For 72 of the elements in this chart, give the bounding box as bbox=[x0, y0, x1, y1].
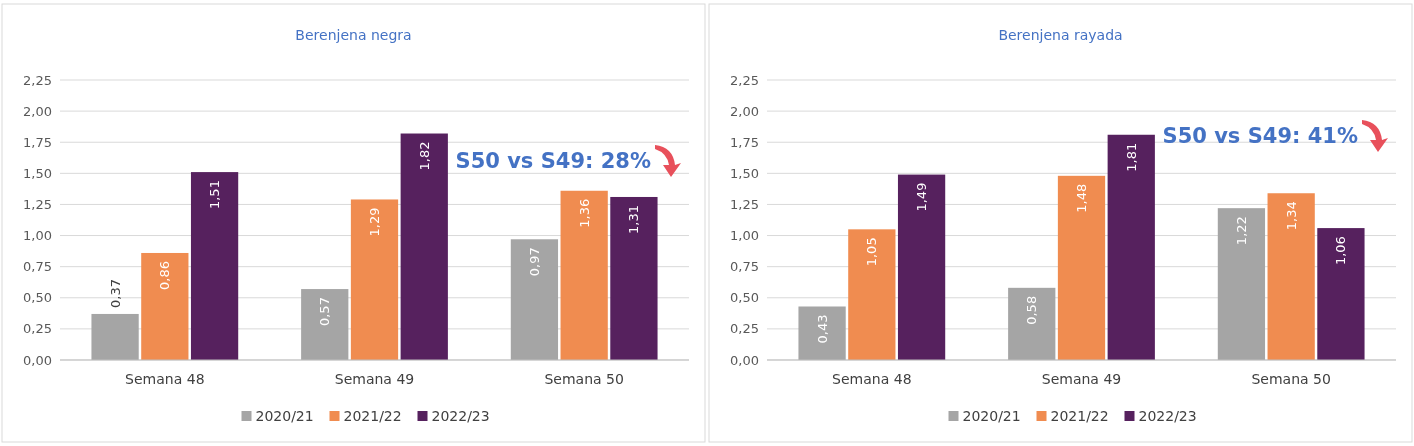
bar bbox=[400, 133, 448, 360]
data-label: 0,37 bbox=[107, 279, 123, 308]
legend-label: 2020/21 bbox=[962, 407, 1021, 424]
bar bbox=[1217, 208, 1266, 360]
chart-title: Berenjena rayada bbox=[998, 27, 1123, 43]
data-label: 1,82 bbox=[416, 141, 432, 171]
y-tick-label: 0,25 bbox=[23, 321, 52, 337]
bar bbox=[610, 196, 658, 360]
bar bbox=[350, 199, 399, 360]
bar bbox=[560, 190, 608, 360]
y-tick-label: 1,00 bbox=[23, 228, 52, 244]
legend-label: 2020/21 bbox=[255, 407, 314, 424]
legend-label: 2021/22 bbox=[343, 407, 402, 424]
y-tick-label: 1,50 bbox=[730, 165, 759, 181]
y-tick-label: 2,25 bbox=[730, 72, 759, 88]
y-tick-label: 0,25 bbox=[730, 321, 759, 337]
data-label: 1,05 bbox=[864, 237, 880, 267]
x-tick-label: Semana 50 bbox=[1251, 371, 1331, 387]
annotation: S50 vs S49: 28% bbox=[455, 149, 651, 174]
y-tick-label: 0,50 bbox=[730, 290, 759, 306]
y-tick-label: 1,25 bbox=[730, 196, 759, 212]
y-tick-label: 2,00 bbox=[23, 103, 52, 119]
bar bbox=[1317, 228, 1365, 360]
bar bbox=[848, 229, 896, 360]
y-tick-label: 1,00 bbox=[730, 228, 759, 244]
y-tick-label: 0,75 bbox=[730, 259, 759, 275]
y-tick-label: 1,50 bbox=[23, 165, 52, 181]
data-label: 1,81 bbox=[1123, 142, 1139, 172]
bar bbox=[301, 289, 349, 360]
bar bbox=[510, 239, 559, 360]
y-tick-label: 0,00 bbox=[730, 352, 759, 368]
legend-label: 2022/23 bbox=[1138, 407, 1197, 424]
x-tick-label: Semana 48 bbox=[832, 371, 912, 387]
bar bbox=[1057, 175, 1106, 360]
y-tick-label: 0,50 bbox=[23, 290, 52, 306]
data-label: 1,31 bbox=[626, 204, 642, 234]
data-label: 1,29 bbox=[367, 207, 383, 237]
bar bbox=[897, 174, 946, 360]
y-tick-label: 0,00 bbox=[23, 352, 52, 368]
bar bbox=[1267, 193, 1315, 360]
data-label: 0,43 bbox=[814, 314, 830, 344]
data-label: 1,34 bbox=[1283, 201, 1299, 231]
data-label: 1,06 bbox=[1333, 236, 1349, 266]
data-label: 1,51 bbox=[207, 180, 223, 210]
annotation: S50 vs S49: 41% bbox=[1162, 124, 1358, 149]
bar bbox=[190, 172, 239, 360]
y-tick-label: 2,25 bbox=[23, 72, 52, 88]
bar bbox=[141, 252, 189, 360]
chart-title: Berenjena negra bbox=[295, 27, 412, 43]
legend-label: 2022/23 bbox=[431, 407, 490, 424]
y-tick-label: 2,00 bbox=[730, 103, 759, 119]
x-tick-label: Semana 48 bbox=[125, 371, 205, 387]
data-label: 1,36 bbox=[576, 198, 592, 228]
data-label: 1,22 bbox=[1233, 216, 1249, 246]
data-label: 0,86 bbox=[157, 260, 173, 290]
y-tick-label: 1,75 bbox=[730, 134, 759, 150]
x-tick-label: Semana 49 bbox=[1041, 371, 1122, 387]
bar bbox=[91, 313, 139, 360]
legend-label: 2021/22 bbox=[1050, 407, 1109, 424]
y-tick-label: 0,75 bbox=[23, 259, 52, 275]
data-label: 0,58 bbox=[1024, 295, 1040, 325]
x-tick-label: Semana 49 bbox=[334, 371, 415, 387]
data-label: 1,48 bbox=[1074, 183, 1090, 213]
bar bbox=[1107, 134, 1155, 360]
x-tick-label: Semana 50 bbox=[544, 371, 624, 387]
bar bbox=[1008, 287, 1056, 360]
y-tick-label: 1,25 bbox=[23, 196, 52, 212]
y-tick-label: 1,75 bbox=[23, 134, 52, 150]
data-label: 0,57 bbox=[317, 297, 333, 327]
data-label: 0,97 bbox=[526, 247, 542, 277]
data-label: 1,49 bbox=[914, 182, 930, 212]
bar bbox=[798, 306, 846, 360]
